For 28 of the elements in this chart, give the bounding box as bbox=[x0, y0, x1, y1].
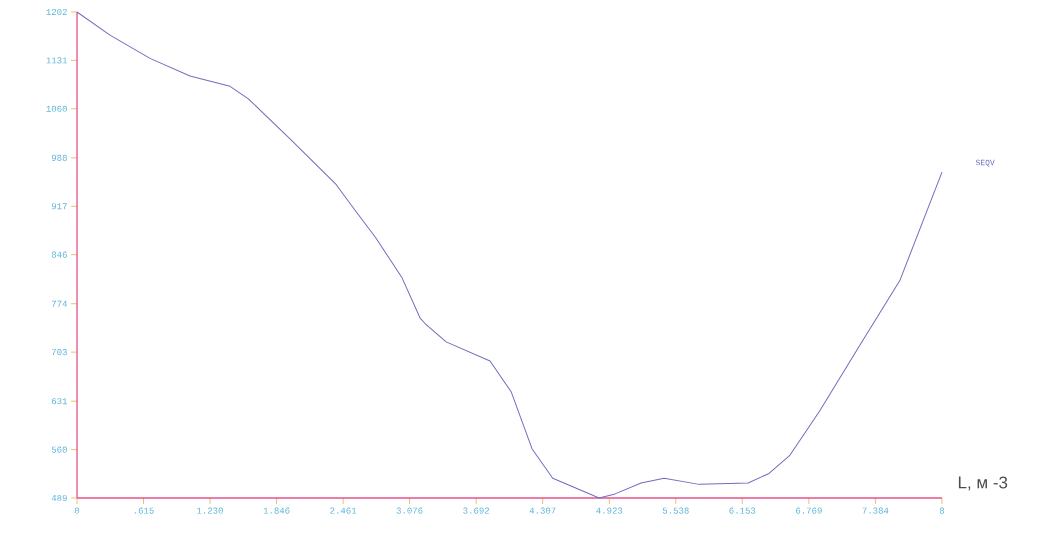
x-tick-label: 1.230 bbox=[197, 507, 223, 514]
y-tick-label: 489 bbox=[51, 494, 67, 502]
y-tick-label: 560 bbox=[51, 446, 67, 453]
x-tick-label: 6.153 bbox=[729, 507, 756, 514]
y-tick-label: 1131 bbox=[46, 57, 68, 64]
y-tick-label: 988 bbox=[51, 154, 67, 161]
x-tick-label: 1.846 bbox=[263, 507, 290, 514]
y-tick-label: 1060 bbox=[46, 105, 67, 112]
y-tick-label: 774 bbox=[51, 300, 68, 307]
x-tick-label: 0 bbox=[74, 507, 80, 514]
x-tick-label: 8 bbox=[939, 507, 945, 514]
x-tick-label: 3.692 bbox=[463, 507, 490, 514]
x-tick-label: 7.384 bbox=[862, 507, 889, 514]
x-tick-label: 3.076 bbox=[396, 507, 423, 514]
y-tick-label: 1202 bbox=[46, 8, 67, 16]
y-tick-label: 846 bbox=[51, 251, 67, 258]
x-axis-title: L, м -3 bbox=[958, 476, 1008, 491]
y-tick-label: 631 bbox=[51, 398, 68, 405]
x-tick-label: 5.538 bbox=[662, 507, 689, 514]
text: SEQV bbox=[975, 159, 995, 167]
y-tick-label: 917 bbox=[51, 203, 67, 210]
line-series bbox=[76, 11, 943, 499]
x-tick-label: 2.461 bbox=[330, 507, 357, 514]
y-tick-label: 703 bbox=[51, 349, 67, 356]
x-tick-label: 6.769 bbox=[796, 507, 822, 514]
x-tick-label: 4.923 bbox=[596, 507, 623, 514]
x-tick-label: 4.307 bbox=[529, 507, 556, 514]
x-tick-label: .615 bbox=[134, 507, 154, 514]
